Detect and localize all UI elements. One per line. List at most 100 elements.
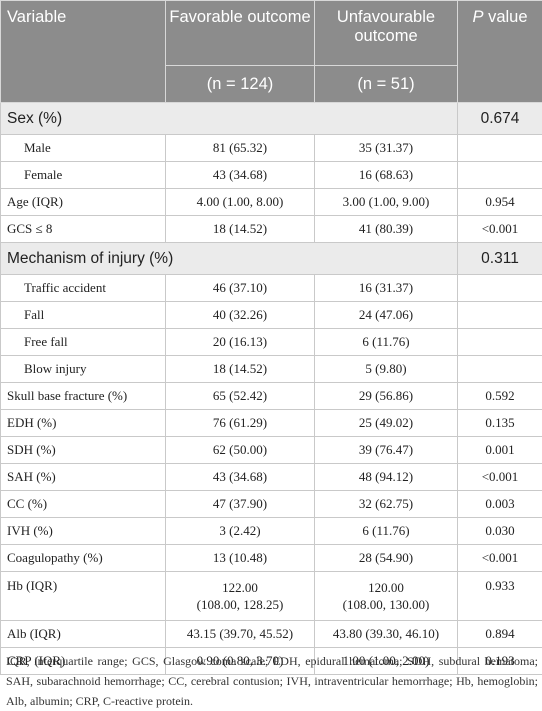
- table-row: SAH (%) 43 (34.68) 48 (94.12) <0.001: [1, 464, 542, 491]
- table-row: Fall 40 (32.26) 24 (47.06): [1, 302, 542, 329]
- header-p-suffix: value: [483, 8, 527, 26]
- favorable-cell: 47 (37.90): [166, 491, 315, 518]
- unfavourable-cell: 24 (47.06): [315, 302, 458, 329]
- favorable-cell: 40 (32.26): [166, 302, 315, 329]
- row-label: Female: [1, 162, 166, 189]
- unfavourable-cell: 6 (11.76): [315, 329, 458, 356]
- unfavourable-cell: 25 (49.02): [315, 410, 458, 437]
- p-value-cell: 0.894: [458, 621, 542, 648]
- row-label: GCS ≤ 8: [1, 216, 166, 243]
- row-label: Blow injury: [1, 356, 166, 383]
- p-value-cell: 0.030: [458, 518, 542, 545]
- section-label: Mechanism of injury (%): [1, 243, 458, 275]
- table-row: CC (%) 47 (37.90) 32 (62.75) 0.003: [1, 491, 542, 518]
- row-label: IVH (%): [1, 518, 166, 545]
- table-footnote: IQR, interquartile range; GCS, Glasgow c…: [6, 651, 538, 711]
- table-row: Traffic accident 46 (37.10) 16 (31.37): [1, 275, 542, 302]
- favorable-cell: 13 (10.48): [166, 545, 315, 572]
- header-p-value: P value: [458, 1, 542, 103]
- favorable-cell: 62 (50.00): [166, 437, 315, 464]
- table-row: Coagulopathy (%) 13 (10.48) 28 (54.90) <…: [1, 545, 542, 572]
- unfavourable-cell: 39 (76.47): [315, 437, 458, 464]
- table-row: EDH (%) 76 (61.29) 25 (49.02) 0.135: [1, 410, 542, 437]
- unfavourable-cell: 6 (11.76): [315, 518, 458, 545]
- table-row: Blow injury 18 (14.52) 5 (9.80): [1, 356, 542, 383]
- favorable-cell: 76 (61.29): [166, 410, 315, 437]
- section-row-sex: Sex (%) 0.674: [1, 103, 542, 135]
- table-row: IVH (%) 3 (2.42) 6 (11.76) 0.030: [1, 518, 542, 545]
- table-row: Hb (IQR) 122.00(108.00, 128.25) 120.00(1…: [1, 572, 542, 621]
- favorable-cell: 122.00(108.00, 128.25): [166, 572, 315, 621]
- table-row: Age (IQR) 4.00 (1.00, 8.00) 3.00 (1.00, …: [1, 189, 542, 216]
- unfavourable-cell: 32 (62.75): [315, 491, 458, 518]
- row-label: Age (IQR): [1, 189, 166, 216]
- table-row: Free fall 20 (16.13) 6 (11.76): [1, 329, 542, 356]
- p-value-cell: 0.003: [458, 491, 542, 518]
- table-row: Skull base fracture (%) 65 (52.42) 29 (5…: [1, 383, 542, 410]
- p-value-cell: <0.001: [458, 545, 542, 572]
- p-value-cell: [458, 135, 542, 162]
- row-label: Alb (IQR): [1, 621, 166, 648]
- p-value-cell: 0.954: [458, 189, 542, 216]
- unfavourable-cell: 35 (31.37): [315, 135, 458, 162]
- favorable-cell-line2: (108.00, 128.25): [166, 596, 314, 613]
- p-value-cell: 0.001: [458, 437, 542, 464]
- p-value-cell: [458, 275, 542, 302]
- unfavourable-cell: 41 (80.39): [315, 216, 458, 243]
- row-label: EDH (%): [1, 410, 166, 437]
- unfavourable-cell: 16 (68.63): [315, 162, 458, 189]
- favorable-cell: 43 (34.68): [166, 162, 315, 189]
- table-row: GCS ≤ 8 18 (14.52) 41 (80.39) <0.001: [1, 216, 542, 243]
- section-label: Sex (%): [1, 103, 458, 135]
- favorable-cell: 46 (37.10): [166, 275, 315, 302]
- p-value-cell: [458, 356, 542, 383]
- p-value-cell: <0.001: [458, 216, 542, 243]
- row-label: SDH (%): [1, 437, 166, 464]
- table-row: Female 43 (34.68) 16 (68.63): [1, 162, 542, 189]
- unfavourable-cell-line1: 120.00: [315, 579, 457, 596]
- favorable-cell: 20 (16.13): [166, 329, 315, 356]
- favorable-cell: 3 (2.42): [166, 518, 315, 545]
- unfavourable-cell: 48 (94.12): [315, 464, 458, 491]
- row-label: SAH (%): [1, 464, 166, 491]
- p-value-cell: [458, 302, 542, 329]
- row-label: Coagulopathy (%): [1, 545, 166, 572]
- unfavourable-cell: 16 (31.37): [315, 275, 458, 302]
- row-label: CC (%): [1, 491, 166, 518]
- outcome-table: Variable Favorable outcome Unfavourable …: [0, 0, 542, 675]
- p-value-cell: <0.001: [458, 464, 542, 491]
- favorable-cell: 4.00 (1.00, 8.00): [166, 189, 315, 216]
- p-value-cell: [458, 162, 542, 189]
- table-row: Alb (IQR) 43.15 (39.70, 45.52) 43.80 (39…: [1, 621, 542, 648]
- table-row: Male 81 (65.32) 35 (31.37): [1, 135, 542, 162]
- favorable-cell: 43.15 (39.70, 45.52): [166, 621, 315, 648]
- favorable-cell: 81 (65.32): [166, 135, 315, 162]
- header-variable: Variable: [1, 1, 166, 103]
- unfavourable-cell-line2: (108.00, 130.00): [315, 596, 457, 613]
- unfavourable-cell: 120.00(108.00, 130.00): [315, 572, 458, 621]
- row-label: Hb (IQR): [1, 572, 166, 621]
- favorable-cell-line1: 122.00: [166, 579, 314, 596]
- table-row: SDH (%) 62 (50.00) 39 (76.47) 0.001: [1, 437, 542, 464]
- unfavourable-cell: 29 (56.86): [315, 383, 458, 410]
- header-unfavourable: Unfavourable outcome: [315, 1, 458, 66]
- header-favorable-n: (n = 124): [166, 66, 315, 103]
- row-label: Fall: [1, 302, 166, 329]
- row-label: Skull base fracture (%): [1, 383, 166, 410]
- header-unfavourable-n: (n = 51): [315, 66, 458, 103]
- header-favorable: Favorable outcome: [166, 1, 315, 66]
- row-label: Male: [1, 135, 166, 162]
- unfavourable-cell: 28 (54.90): [315, 545, 458, 572]
- p-value-cell: 0.933: [458, 572, 542, 621]
- unfavourable-cell: 5 (9.80): [315, 356, 458, 383]
- favorable-cell: 18 (14.52): [166, 356, 315, 383]
- p-value-cell: 0.135: [458, 410, 542, 437]
- header-p-letter: P: [472, 8, 483, 26]
- row-label: Free fall: [1, 329, 166, 356]
- p-value-cell: 0.674: [458, 103, 542, 135]
- section-row-mechanism: Mechanism of injury (%) 0.311: [1, 243, 542, 275]
- favorable-cell: 65 (52.42): [166, 383, 315, 410]
- unfavourable-cell: 43.80 (39.30, 46.10): [315, 621, 458, 648]
- p-value-cell: [458, 329, 542, 356]
- favorable-cell: 18 (14.52): [166, 216, 315, 243]
